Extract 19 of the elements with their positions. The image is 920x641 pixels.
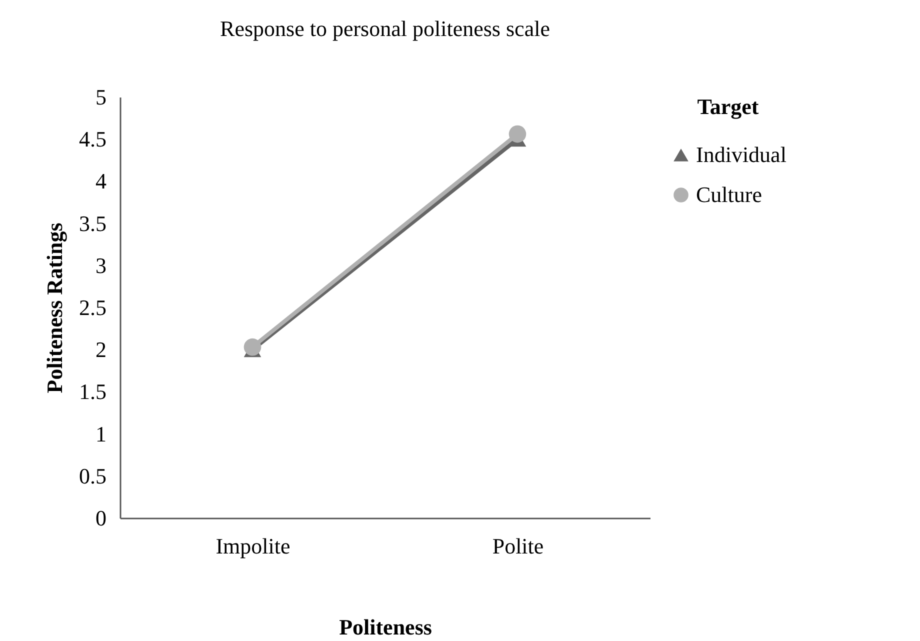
y-tick-label: 3.5 — [79, 210, 106, 236]
x-tick-label: Impolite — [216, 534, 290, 558]
y-axis-title: Politeness Ratings — [42, 222, 67, 394]
y-tick-label: 1.5 — [79, 379, 106, 404]
legend-title: Target — [697, 94, 760, 119]
y-tick-label: 3 — [96, 252, 106, 278]
y-tick-label: 5 — [96, 84, 106, 110]
y-tick-label: 4 — [96, 168, 106, 194]
y-tick-label: 2.5 — [79, 295, 106, 320]
legend-label: Culture — [696, 182, 762, 207]
chart-title: Response to personal politeness scale — [220, 16, 550, 41]
y-tick-label: 0 — [96, 506, 106, 530]
x-axis-title: Politeness — [339, 614, 432, 640]
legend-label: Individual — [696, 142, 786, 167]
x-tick-label: Polite — [492, 534, 544, 558]
y-tick-label: 0.5 — [79, 463, 106, 488]
y-tick-label: 2 — [96, 337, 106, 362]
y-tick-label: 4.5 — [79, 126, 106, 152]
y-tick-label: 1 — [96, 421, 106, 446]
